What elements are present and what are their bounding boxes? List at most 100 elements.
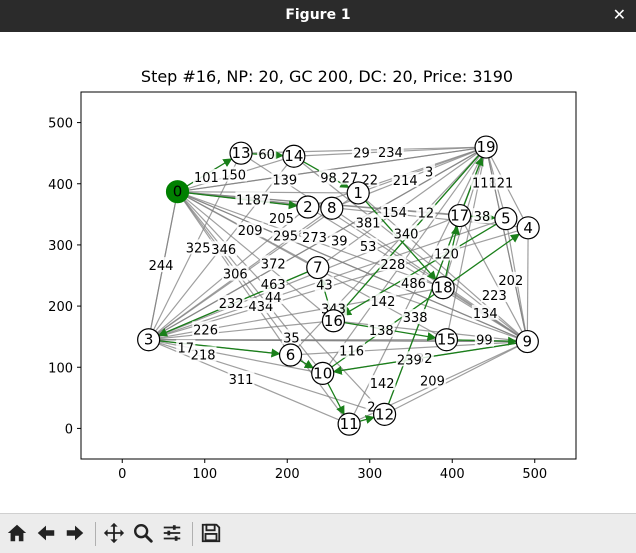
candidate-edge (333, 320, 528, 343)
save-icon[interactable] (198, 520, 224, 546)
edge-label: 223 (482, 289, 507, 304)
node-label: 14 (284, 147, 303, 165)
window-title: Figure 1 (285, 7, 351, 23)
candidate-edge (177, 146, 487, 193)
edge-label: 346 (211, 243, 236, 258)
edge-label-bg (367, 321, 395, 337)
edge-label-bg (369, 293, 397, 309)
edge-label: 139 (272, 173, 297, 188)
node-label: 15 (437, 331, 456, 349)
customer-node (431, 276, 455, 300)
edge-label-bg (471, 304, 499, 320)
edge-label-bg (220, 166, 248, 182)
x-tick-label: 100 (192, 467, 217, 482)
zoom-icon[interactable] (130, 520, 156, 546)
route-arrow (327, 382, 345, 416)
edge-label: 138 (369, 324, 394, 339)
node-label: 5 (501, 210, 511, 228)
edge-label: 142 (370, 377, 395, 392)
edge-label: 226 (193, 323, 218, 338)
customer-node (311, 361, 335, 385)
edge-label: 325 (186, 241, 211, 256)
edge-label-bg (184, 239, 212, 255)
candidate-edge (384, 341, 528, 415)
edge-label: 116 (339, 345, 364, 360)
edge-label-bg (379, 255, 407, 271)
window-titlebar: Figure 1 ✕ (0, 0, 636, 32)
y-tick-label: 400 (48, 178, 73, 193)
customer-node (346, 181, 370, 205)
configure-subplots-icon[interactable] (159, 520, 185, 546)
home-icon[interactable] (4, 520, 30, 546)
edge-label: 239 (397, 353, 422, 368)
node-label: 9 (523, 333, 533, 351)
customer-node (373, 402, 397, 426)
edge-label: 295 (273, 230, 298, 245)
edge-label-bg (227, 370, 255, 386)
close-icon[interactable]: ✕ (612, 5, 626, 24)
y-tick-label: 200 (48, 300, 73, 315)
edge-label: 35 (283, 331, 300, 346)
customer-node (337, 412, 361, 436)
edge-label-bg (271, 171, 299, 187)
edge-label: 340 (394, 227, 419, 242)
node-label: 0 (173, 183, 183, 201)
edge-label-bg (376, 143, 404, 159)
edge-label-bg (147, 257, 175, 273)
edge-label: 273 (302, 231, 327, 246)
edge-label-bg (192, 321, 219, 337)
customer-node (137, 328, 161, 352)
y-tick-label: 0 (65, 422, 73, 437)
candidate-edge (317, 266, 528, 343)
edge-label-bg (433, 245, 460, 261)
candidate-edge (148, 339, 528, 343)
x-tick-label: 400 (440, 467, 465, 482)
edge-label: 338 (403, 311, 428, 326)
edge-label-bg (281, 329, 301, 345)
edge-label-bg (236, 222, 264, 238)
edge-label-bg (318, 169, 339, 185)
edge-label: 3 (425, 166, 433, 181)
edge-label-bg (365, 398, 378, 414)
back-icon[interactable] (33, 520, 59, 546)
node-label: 16 (324, 312, 343, 330)
edge-label-bg (401, 309, 429, 325)
node-label: 12 (375, 405, 394, 423)
edge-label: 121 (489, 177, 514, 192)
forward-icon[interactable] (62, 520, 88, 546)
edge-label: 1187 (236, 194, 269, 209)
edge-label-bg (263, 288, 283, 304)
chart-svg: Step #16, NP: 20, GC 200, DC: 20, Price:… (48, 67, 577, 482)
edge-label: 306 (223, 268, 248, 283)
edge-label: 232 (219, 297, 244, 312)
node-label: 6 (286, 346, 296, 364)
chart-title: Step #16, NP: 20, GC 200, DC: 20, Price:… (141, 67, 513, 86)
edge-label-bg (301, 228, 328, 244)
customer-node (306, 255, 330, 280)
y-tick-label: 500 (48, 117, 73, 132)
route-arrow (359, 415, 375, 424)
route-arrow (342, 223, 497, 316)
pan-icon[interactable] (101, 520, 127, 546)
customer-node (296, 195, 320, 219)
edge-label-bg (189, 346, 217, 362)
x-tick-label: 0 (118, 467, 126, 482)
node-label: 13 (232, 144, 251, 162)
edge-label-bg (259, 255, 287, 271)
edge-label: 134 (473, 307, 498, 322)
edge-label: 214 (393, 174, 418, 189)
navigation-toolbar (0, 513, 636, 553)
customer-node (448, 203, 472, 228)
candidate-edge (526, 227, 529, 342)
edge-label: 381 (356, 216, 381, 231)
toolbar-separator (192, 522, 193, 546)
edge-label-bg (368, 375, 396, 391)
x-tick-label: 300 (357, 467, 382, 482)
edge-label-bg (176, 339, 196, 355)
x-tick-label: 200 (275, 467, 300, 482)
edge-label: 228 (380, 258, 405, 273)
edge-label-bg (259, 276, 287, 292)
edge-label: 205 (269, 212, 294, 227)
edge-label-bg (221, 265, 249, 281)
